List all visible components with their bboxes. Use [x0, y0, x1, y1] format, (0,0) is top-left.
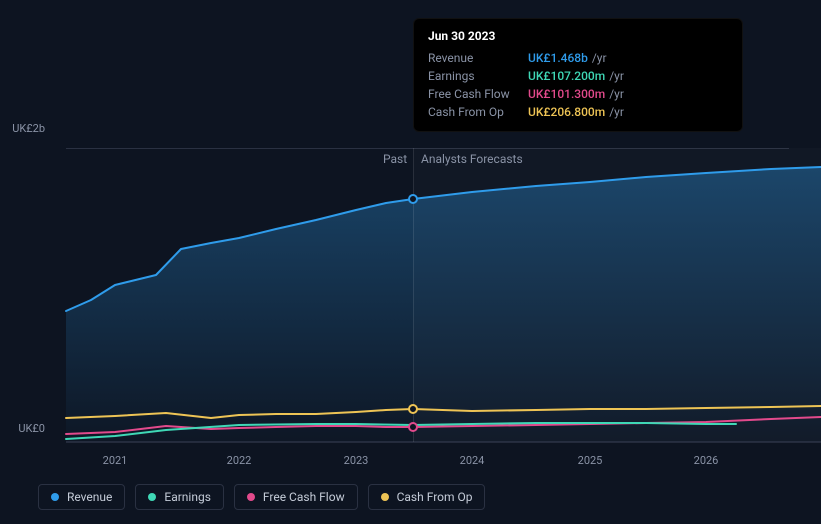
tooltip-row-label: Revenue — [428, 51, 528, 65]
tooltip-row: EarningsUK£107.200m/yr — [428, 67, 728, 85]
tooltip-row-suffix: /yr — [592, 51, 607, 65]
tooltip-row-value: UK£101.300m — [528, 87, 605, 101]
x-axis-label: 2021 — [103, 454, 128, 467]
tooltip-row-label: Earnings — [428, 69, 528, 83]
tooltip-row-value: UK£1.468b — [528, 51, 588, 65]
legend-dot — [247, 493, 255, 501]
legend: Revenue Earnings Free Cash Flow Cash From O… — [38, 484, 485, 510]
legend-dot — [381, 493, 389, 501]
tooltip-row-label: Cash From Op — [428, 105, 528, 119]
revenue-area — [66, 167, 821, 442]
legend-item-revenue[interactable]: Revenue — [38, 484, 125, 510]
x-axis-label: 2024 — [460, 454, 485, 467]
tooltip-row: Free Cash FlowUK£101.300m/yr — [428, 85, 728, 103]
free_cash_flow-marker — [408, 422, 418, 432]
x-axis-label: 2022 — [227, 454, 252, 467]
tooltip-row-suffix: /yr — [609, 105, 624, 119]
tooltip-row-value: UK£107.200m — [528, 69, 605, 83]
legend-label: Free Cash Flow — [263, 490, 345, 504]
tooltip-row: RevenueUK£1.468b/yr — [428, 49, 728, 67]
legend-dot — [148, 493, 156, 501]
x-axis-label: 2023 — [344, 454, 369, 467]
tooltip-row-suffix: /yr — [609, 69, 624, 83]
legend-item-free_cash_flow[interactable]: Free Cash Flow — [234, 484, 358, 510]
chart-tooltip: Jun 30 2023 RevenueUK£1.468b/yrEarningsU… — [413, 18, 743, 132]
y-axis-label: UK£2b — [12, 122, 45, 135]
x-axis-label: 2025 — [578, 454, 603, 467]
legend-label: Revenue — [67, 490, 112, 504]
past-forecast-divider — [413, 148, 414, 442]
legend-dot — [51, 493, 59, 501]
financial-chart: Past Analysts Forecasts UK£2bUK£0 202120… — [16, 0, 805, 524]
x-axis-label: 2026 — [694, 454, 719, 467]
tooltip-row-label: Free Cash Flow — [428, 87, 528, 101]
legend-item-cash_from_op[interactable]: Cash From Op — [368, 484, 486, 510]
cash_from_op-marker — [408, 404, 418, 414]
tooltip-row: Cash From OpUK£206.800m/yr — [428, 103, 728, 121]
revenue-marker — [408, 194, 418, 204]
y-axis-label: UK£0 — [18, 422, 45, 435]
tooltip-date: Jun 30 2023 — [428, 29, 728, 43]
legend-item-earnings[interactable]: Earnings — [135, 484, 224, 510]
tooltip-row-suffix: /yr — [609, 87, 624, 101]
tooltip-row-value: UK£206.800m — [528, 105, 605, 119]
legend-label: Earnings — [164, 490, 211, 504]
legend-label: Cash From Op — [397, 490, 473, 504]
